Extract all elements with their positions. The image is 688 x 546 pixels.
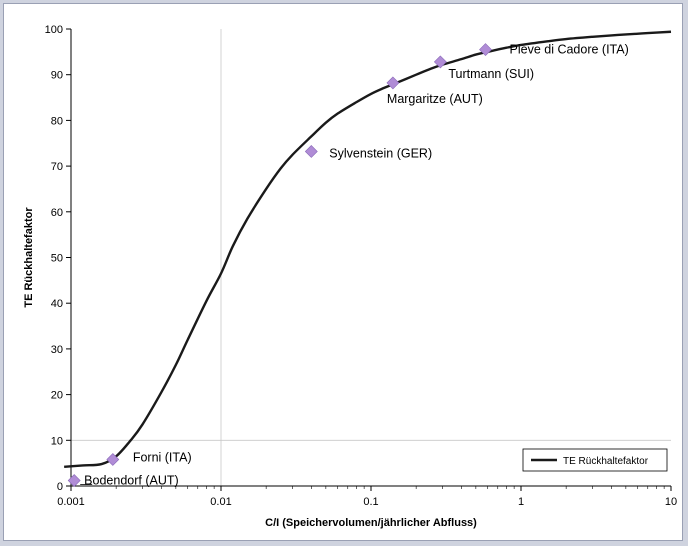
y-tick-label: 90 bbox=[51, 70, 63, 82]
data-point-label: Margaritze (AUT) bbox=[387, 92, 483, 106]
plot-area bbox=[71, 29, 671, 486]
x-axis-ticks: 0.001 0.01 0.1 1 10 bbox=[57, 486, 677, 508]
point-labels-group: Bodendorf (AUT) Forni (ITA) Sylvenstein (G… bbox=[80, 43, 629, 488]
series-group bbox=[64, 30, 672, 469]
data-point-label: Turtmann (SUI) bbox=[448, 67, 534, 81]
chart-frame: 0.001 0.01 0.1 1 10 0 10 20 30 40 50 60 70 80 90 100 B… bbox=[3, 3, 683, 541]
legend: TE Rückhaltefaktor bbox=[522, 448, 668, 472]
plot-background bbox=[71, 29, 671, 486]
y-tick-label: 20 bbox=[51, 390, 63, 402]
y-tick-label: 60 bbox=[51, 207, 63, 219]
retention-factor-chart: 0.001 0.01 0.1 1 10 0 10 20 30 40 50 60 70 80 90 100 B… bbox=[23, 24, 677, 529]
data-point-label: Pieve di Cadore (ITA) bbox=[510, 43, 629, 57]
y-tick-label: 10 bbox=[51, 435, 63, 447]
data-point-marker bbox=[386, 76, 400, 90]
data-point-label: Sylvenstein (GER) bbox=[329, 146, 432, 160]
y-tick-label: 40 bbox=[51, 298, 63, 310]
y-tick-label: 80 bbox=[51, 115, 63, 127]
data-point-label: Bodendorf (AUT) bbox=[84, 474, 178, 488]
y-axis-ticks: 0 10 20 30 40 50 60 70 80 90 100 bbox=[45, 24, 71, 493]
y-tick-label: 70 bbox=[51, 161, 63, 173]
x-tick-label: 1 bbox=[518, 496, 524, 508]
data-point-marker bbox=[479, 43, 492, 56]
x-tick-label: 0.01 bbox=[210, 496, 231, 508]
series-line bbox=[64, 30, 672, 469]
x-tick-label: 10 bbox=[665, 496, 677, 508]
grid-lines bbox=[71, 29, 671, 486]
y-tick-label: 100 bbox=[45, 24, 63, 36]
points-group bbox=[67, 43, 492, 487]
x-tick-label: 0.1 bbox=[363, 496, 378, 508]
y-axis-title: TE Rückhaltefaktor bbox=[23, 207, 35, 308]
data-point-marker bbox=[433, 55, 447, 69]
legend-label: TE Rückhaltefaktor bbox=[563, 456, 649, 467]
y-tick-label: 30 bbox=[51, 344, 63, 356]
x-tick-label: 0.001 bbox=[57, 496, 85, 508]
data-point-marker bbox=[304, 145, 318, 158]
legend-box bbox=[522, 448, 668, 472]
data-point-marker bbox=[67, 474, 81, 487]
y-tick-label: 0 bbox=[57, 481, 63, 493]
data-point-label: Forni (ITA) bbox=[133, 450, 192, 464]
y-tick-label: 50 bbox=[51, 253, 63, 265]
data-point-marker bbox=[106, 453, 120, 466]
x-axis-title: C/I (Speichervolumen/jährlicher Abfluss) bbox=[265, 517, 477, 529]
